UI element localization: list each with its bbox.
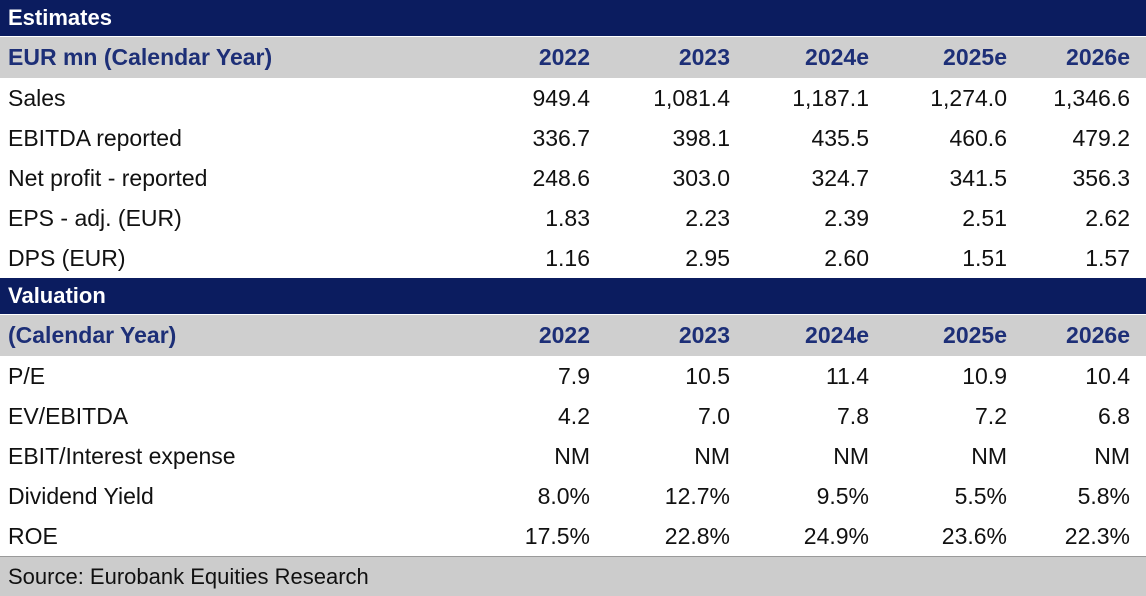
estimates-title: Estimates — [8, 5, 112, 30]
year-header: 2026e — [1066, 322, 1130, 348]
row-value: 1,081.4 — [653, 84, 730, 111]
row-value: 5.8% — [1077, 482, 1130, 509]
row-value: 2.62 — [1085, 204, 1130, 231]
row-label: EV/EBITDA — [8, 402, 129, 429]
row-label: Sales — [8, 84, 66, 111]
row-value: 7.0 — [698, 402, 730, 429]
row-value: 398.1 — [672, 124, 730, 151]
row-label: Net profit - reported — [8, 164, 208, 191]
valuation-section-header: Valuation — [0, 278, 1146, 314]
row-value: 6.8 — [1098, 402, 1130, 429]
estimates-unit-label: EUR mn (Calendar Year) — [8, 44, 273, 70]
row-value: 10.5 — [685, 362, 730, 389]
table-row: Sales 949.4 1,081.4 1,187.1 1,274.0 1,34… — [0, 78, 1146, 118]
row-value: 341.5 — [949, 164, 1007, 191]
table-row: P/E 7.9 10.5 11.4 10.9 10.4 — [0, 356, 1146, 396]
valuation-unit-label: (Calendar Year) — [8, 322, 177, 348]
row-value: 4.2 — [558, 402, 590, 429]
row-label: EBIT/Interest expense — [8, 442, 236, 469]
row-value: 7.9 — [558, 362, 590, 389]
row-value: 303.0 — [672, 164, 730, 191]
row-value: 248.6 — [532, 164, 590, 191]
year-header: 2024e — [805, 322, 869, 348]
row-value: 324.7 — [811, 164, 869, 191]
row-value: 1.16 — [545, 244, 590, 271]
row-value: 22.3% — [1064, 522, 1130, 549]
row-value: 435.5 — [811, 124, 869, 151]
row-value: 2.23 — [685, 204, 730, 231]
year-header: 2026e — [1066, 44, 1130, 70]
year-header: 2024e — [805, 44, 869, 70]
row-value: NM — [833, 442, 869, 469]
row-value: 1.83 — [545, 204, 590, 231]
row-value: 1.51 — [962, 244, 1007, 271]
source-text: Source: Eurobank Equities Research — [8, 563, 369, 589]
row-value: 10.9 — [962, 362, 1007, 389]
row-value: 1,187.1 — [792, 84, 869, 111]
row-value: 23.6% — [941, 522, 1007, 549]
table-row: EPS - adj. (EUR) 1.83 2.23 2.39 2.51 2.6… — [0, 198, 1146, 238]
row-value: 1.57 — [1085, 244, 1130, 271]
row-value: 356.3 — [1072, 164, 1130, 191]
row-value: 5.5% — [954, 482, 1007, 509]
table-row: Dividend Yield 8.0% 12.7% 9.5% 5.5% 5.8% — [0, 476, 1146, 516]
row-value: 11.4 — [825, 362, 869, 389]
table-row: EBITDA reported 336.7 398.1 435.5 460.6 … — [0, 118, 1146, 158]
table-row: Net profit - reported 248.6 303.0 324.7 … — [0, 158, 1146, 198]
row-label: P/E — [8, 362, 46, 389]
table-row: ROE 17.5% 22.8% 24.9% 23.6% 22.3% — [0, 516, 1146, 556]
estimates-column-header: EUR mn (Calendar Year) 2022 2023 2024e 2… — [0, 36, 1146, 78]
row-label: EPS - adj. (EUR) — [8, 204, 182, 231]
valuation-title: Valuation — [8, 283, 106, 308]
source-footer: Source: Eurobank Equities Research — [0, 556, 1146, 596]
row-value: NM — [554, 442, 590, 469]
row-value: 1,274.0 — [930, 84, 1007, 111]
row-value: 17.5% — [524, 522, 590, 549]
year-header: 2022 — [538, 322, 590, 348]
row-value: NM — [1094, 442, 1130, 469]
row-value: 336.7 — [532, 124, 590, 151]
estimates-section-header: Estimates — [0, 0, 1146, 36]
year-header: 2023 — [678, 322, 730, 348]
row-value: 7.2 — [975, 402, 1007, 429]
row-value: NM — [694, 442, 730, 469]
row-value: 12.7% — [664, 482, 730, 509]
row-label: EBITDA reported — [8, 124, 182, 151]
row-value: 9.5% — [816, 482, 869, 509]
row-value: 2.39 — [824, 204, 869, 231]
row-label: ROE — [8, 522, 58, 549]
row-value: 1,346.6 — [1053, 84, 1130, 111]
row-value: 8.0% — [537, 482, 590, 509]
year-header: 2025e — [943, 44, 1007, 70]
year-header: 2025e — [943, 322, 1007, 348]
row-value: 2.60 — [824, 244, 869, 271]
row-value: 949.4 — [532, 84, 590, 111]
table-row: DPS (EUR) 1.16 2.95 2.60 1.51 1.57 — [0, 238, 1146, 278]
row-label: DPS (EUR) — [8, 244, 126, 271]
row-value: 2.51 — [962, 204, 1007, 231]
row-label: Dividend Yield — [8, 482, 154, 509]
row-value: NM — [971, 442, 1007, 469]
year-header: 2023 — [678, 44, 730, 70]
row-value: 460.6 — [949, 124, 1007, 151]
row-value: 10.4 — [1085, 362, 1130, 389]
valuation-column-header: (Calendar Year) 2022 2023 2024e 2025e 20… — [0, 314, 1146, 356]
row-value: 7.8 — [837, 402, 869, 429]
row-value: 22.8% — [664, 522, 730, 549]
row-value: 24.9% — [803, 522, 869, 549]
year-header: 2022 — [538, 44, 590, 70]
row-value: 2.95 — [685, 244, 730, 271]
table-row: EBIT/Interest expense NM NM NM NM NM — [0, 436, 1146, 476]
row-value: 479.2 — [1072, 124, 1130, 151]
table-row: EV/EBITDA 4.2 7.0 7.8 7.2 6.8 — [0, 396, 1146, 436]
